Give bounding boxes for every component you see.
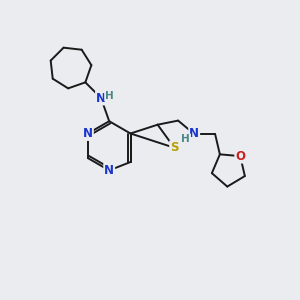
Text: H: H [105, 91, 114, 100]
Text: N: N [96, 92, 106, 104]
Text: S: S [170, 141, 178, 154]
Text: O: O [235, 150, 245, 163]
Text: N: N [83, 127, 93, 140]
Text: N: N [189, 128, 199, 140]
Text: H: H [182, 134, 190, 144]
Text: N: N [104, 164, 114, 177]
